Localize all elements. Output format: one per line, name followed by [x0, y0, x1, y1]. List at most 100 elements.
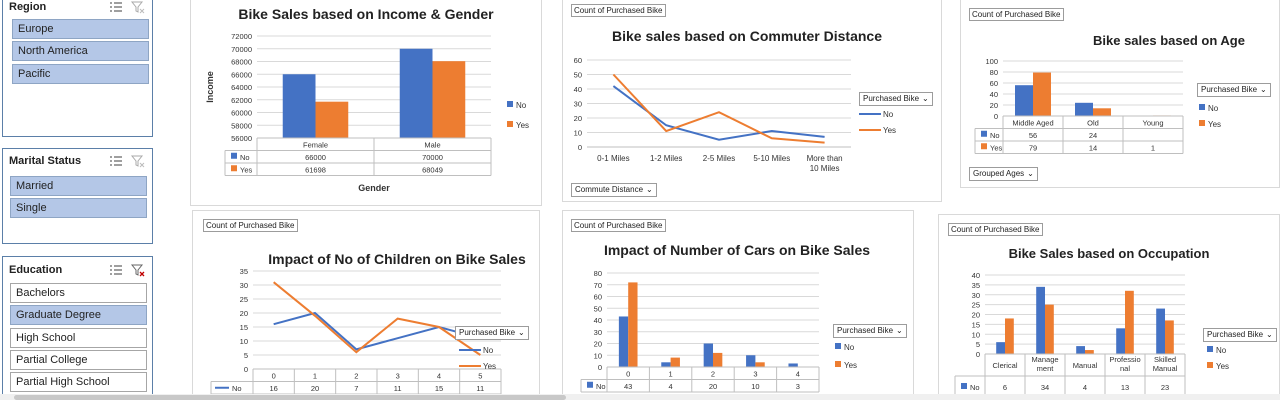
- data-label: 20: [311, 384, 319, 393]
- y-tick-label: 20: [972, 311, 980, 320]
- bar-yes: [432, 61, 466, 138]
- education-item-bachelors[interactable]: Bachelors: [10, 283, 147, 303]
- bar-yes: [713, 352, 723, 367]
- clear-filter-icon[interactable]: [130, 0, 146, 15]
- chart-title: Bike Sales based on Occupation: [1009, 246, 1210, 261]
- region-item-pacific[interactable]: Pacific: [12, 64, 149, 84]
- category-label: 1-2 Miles: [650, 154, 682, 163]
- bar-no: [1015, 85, 1033, 116]
- education-item-graduate-degree[interactable]: Graduate Degree: [10, 305, 147, 325]
- bar-yes: [628, 282, 638, 367]
- legend-filter-dropdown[interactable]: Purchased Bike ⌄: [859, 92, 933, 106]
- y-tick-label: 60: [594, 293, 602, 302]
- count-field-button[interactable]: Count of Purchased Bike: [571, 4, 666, 17]
- legend-filter-dropdown[interactable]: Purchased Bike ⌄: [455, 326, 529, 340]
- bar-no: [996, 342, 1005, 354]
- legend-filter-label: Purchased Bike: [1201, 85, 1258, 94]
- count-field-button[interactable]: Count of Purchased Bike: [203, 219, 298, 232]
- panel-cars: Count of Purchased Bike Impact of Number…: [562, 210, 914, 400]
- panel-commute: Count of Purchased Bike Bike sales based…: [562, 0, 942, 202]
- y-tick-label: 5: [244, 351, 248, 360]
- count-field-button[interactable]: Count of Purchased Bike: [969, 8, 1064, 21]
- category-label: 3: [396, 371, 400, 380]
- chart-commute-distance: Bike sales based on Commuter Distance 60 5…: [574, 28, 896, 173]
- data-label: 16: [269, 384, 277, 393]
- multi-select-icon[interactable]: [108, 0, 124, 15]
- y-tick-label: 20: [594, 340, 602, 349]
- count-field-button[interactable]: Count of Purchased Bike: [948, 223, 1043, 236]
- horizontal-scrollbar[interactable]: [0, 394, 1280, 400]
- line-yes: [273, 281, 481, 356]
- legend-label-no: No: [844, 343, 855, 352]
- category-label: Skilled: [1154, 355, 1176, 364]
- y-tick-label: 62000: [231, 96, 252, 105]
- data-label: 11: [394, 384, 402, 393]
- data-label: 14: [1089, 143, 1097, 152]
- education-item-high-school[interactable]: High School: [10, 328, 147, 348]
- category-label: 1: [669, 369, 673, 378]
- marital-item-single[interactable]: Single: [10, 198, 147, 218]
- category-label: nal: [1120, 364, 1130, 373]
- chart-title: Bike sales based on Commuter Distance: [612, 28, 882, 44]
- y-tick-label: 30: [972, 291, 980, 300]
- legend-filter-dropdown[interactable]: Purchased Bike ⌄: [833, 324, 907, 338]
- data-label: 68049: [422, 165, 443, 174]
- region-item-europe[interactable]: Europe: [12, 19, 149, 39]
- chart-children: Impact of No of Children on Bike Sales35…: [210, 251, 526, 395]
- category-label: Manage: [1031, 355, 1058, 364]
- legend-label-yes: Yes: [1208, 120, 1221, 129]
- data-label: 23: [1161, 383, 1169, 392]
- bar-yes: [1125, 290, 1134, 354]
- scrollbar-thumb[interactable]: [14, 395, 566, 400]
- axis-field-label: Grouped Ages: [973, 169, 1025, 178]
- chart-income-gender: Bike Sales based on Income & Gender 72000…: [205, 6, 529, 193]
- y-tick-label: 30: [574, 100, 582, 109]
- multi-select-icon[interactable]: [108, 153, 124, 169]
- line-yes: [612, 73, 825, 144]
- panel-age: Count of Purchased Bike Bike sales based…: [960, 0, 1280, 188]
- y-axis-label: Income: [205, 71, 215, 103]
- legend-key-yes: [835, 361, 841, 367]
- legend-filter-dropdown[interactable]: Purchased Bike ⌄: [1203, 328, 1277, 342]
- legend-key-no: [231, 152, 237, 159]
- y-tick-label: 40: [594, 316, 602, 325]
- chevron-down-icon: ⌄: [1027, 169, 1034, 178]
- axis-field-dropdown[interactable]: Commute Distance ⌄: [571, 183, 657, 197]
- y-tick-label: 0: [994, 112, 998, 121]
- y-tick-label: 30: [594, 328, 602, 337]
- bar-yes: [315, 101, 349, 138]
- region-slicer: Region Europe North America Pacific: [2, 0, 153, 137]
- y-tick-label: 25: [972, 301, 980, 310]
- y-tick-label: 0: [598, 363, 602, 372]
- category-label: 0: [626, 369, 630, 378]
- bar-yes: [1005, 318, 1014, 354]
- education-item-partial-college[interactable]: Partial College: [10, 350, 147, 370]
- region-item-north-america[interactable]: North America: [12, 41, 149, 61]
- y-tick-label: 100: [985, 57, 998, 66]
- clear-filter-icon[interactable]: [130, 153, 146, 169]
- bar-no: [1075, 102, 1093, 116]
- data-label: 1: [1151, 143, 1155, 152]
- y-tick-label: 40: [972, 271, 980, 280]
- multi-select-icon[interactable]: [108, 262, 124, 278]
- legend-key-no: [835, 343, 841, 349]
- bar-yes: [1093, 108, 1111, 116]
- axis-field-dropdown[interactable]: Grouped Ages ⌄: [969, 167, 1038, 181]
- legend-filter-label: Purchased Bike: [1207, 330, 1264, 339]
- legend-label-no: No: [883, 110, 894, 119]
- marital-item-married[interactable]: Married: [10, 176, 147, 196]
- y-tick-label: 5: [976, 340, 980, 349]
- education-item-partial-high-school[interactable]: Partial High School: [10, 372, 147, 392]
- data-label: 4: [1083, 383, 1087, 392]
- clear-filter-icon[interactable]: [130, 262, 146, 278]
- y-tick-label: 70: [594, 281, 602, 290]
- category-label: Male: [424, 140, 440, 149]
- y-tick-label: 60: [990, 79, 998, 88]
- category-label: 0: [272, 371, 276, 380]
- y-tick-label: 10: [240, 337, 248, 346]
- y-tick-label: 80: [990, 68, 998, 77]
- count-field-button[interactable]: Count of Purchased Bike: [571, 219, 666, 232]
- bar-yes: [1165, 320, 1174, 354]
- y-tick-label: 20: [240, 309, 248, 318]
- legend-filter-dropdown[interactable]: Purchased Bike ⌄: [1197, 83, 1271, 97]
